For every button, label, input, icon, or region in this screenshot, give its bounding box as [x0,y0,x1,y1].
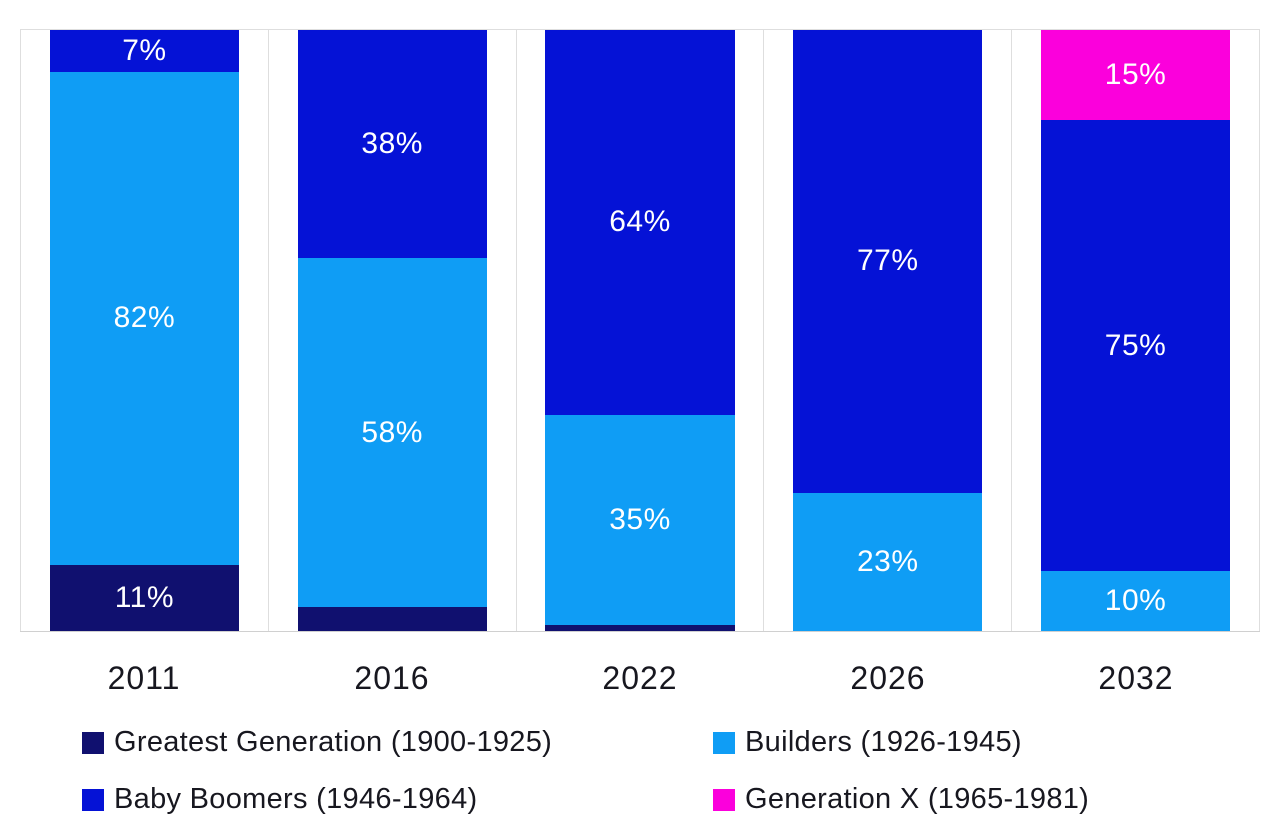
x-axis-label: 2032 [1098,660,1174,696]
data-label: 35% [609,502,671,536]
data-label: 82% [113,301,176,335]
data-label: 15% [1104,58,1167,92]
x-axis-labels: 2011 2016 2022 2026 2032 [20,660,1260,697]
legend-label: Baby Boomers (1946-1964) [114,783,478,815]
bar-segment: 82% [49,72,239,565]
legend-swatch-icon [82,788,104,811]
bar-segment: 75% [1041,120,1231,571]
x-axis-label: 2026 [850,660,926,696]
category-slot-2016: 58% 38% [267,30,516,631]
data-label: 77% [857,244,919,278]
data-label: 11% [114,580,175,614]
category-slot-2032: 10% 75% 15% [1011,30,1260,631]
category-slot-2022: 35% 64% [515,30,764,631]
bar-segment [297,606,487,631]
legend-swatch-icon [82,731,104,754]
bar-segment: 77% [793,30,983,493]
data-label: 64% [609,205,671,239]
x-axis-label: 2022 [602,660,678,696]
stacked-bar-2011: 11% 82% 7% [49,30,239,631]
bar-segment: 23% [793,492,983,631]
data-label: 58% [361,415,423,449]
bar-segment: 38% [297,30,487,259]
legend-item: Greatest Generation (1900-1925) [82,726,713,759]
legend-label: Greatest Generation (1900-1925) [114,726,553,758]
x-axis-label: 2011 [107,660,181,696]
stacked-bar-2026: 23% 77% [793,30,983,631]
legend-label: Builders (1926-1945) [745,726,1022,758]
plot-area: 11% 82% 7% 58% 38% 35% 64% 23% 77% 10% 75% 15% [20,29,1260,632]
legend-label: Generation X (1965-1981) [745,783,1090,815]
category-slot-2011: 11% 82% 7% [20,30,268,631]
bar-segment: 15% [1041,30,1231,121]
stacked-bar-2022: 35% 64% [545,30,735,631]
legend-item: Generation X (1965-1981) [713,783,1089,816]
bar-segment: 64% [545,30,735,415]
legend-item: Baby Boomers (1946-1964) [82,783,713,816]
data-label: 10% [1104,583,1167,617]
legend-item: Builders (1926-1945) [713,726,1089,759]
data-label: 7% [122,34,167,68]
bar-segment: 58% [297,258,487,607]
stacked-bar-2032: 10% 75% 15% [1041,30,1231,631]
legend: Greatest Generation (1900-1925) Builders … [82,726,1089,816]
bar-segment: 10% [1041,570,1231,631]
category-slot-2026: 23% 77% [763,30,1011,631]
legend-swatch-icon [713,788,735,811]
bar-segment: 7% [49,30,239,73]
bar-segment: 11% [49,564,239,631]
data-label: 23% [857,544,919,578]
bar-segment: 35% [545,414,735,625]
x-axis-label: 2016 [354,660,430,696]
bar-segment [545,625,735,631]
legend-swatch-icon [713,731,735,754]
data-label: 75% [1104,328,1167,362]
data-label: 38% [361,127,423,161]
stacked-bar-2016: 58% 38% [297,30,487,631]
